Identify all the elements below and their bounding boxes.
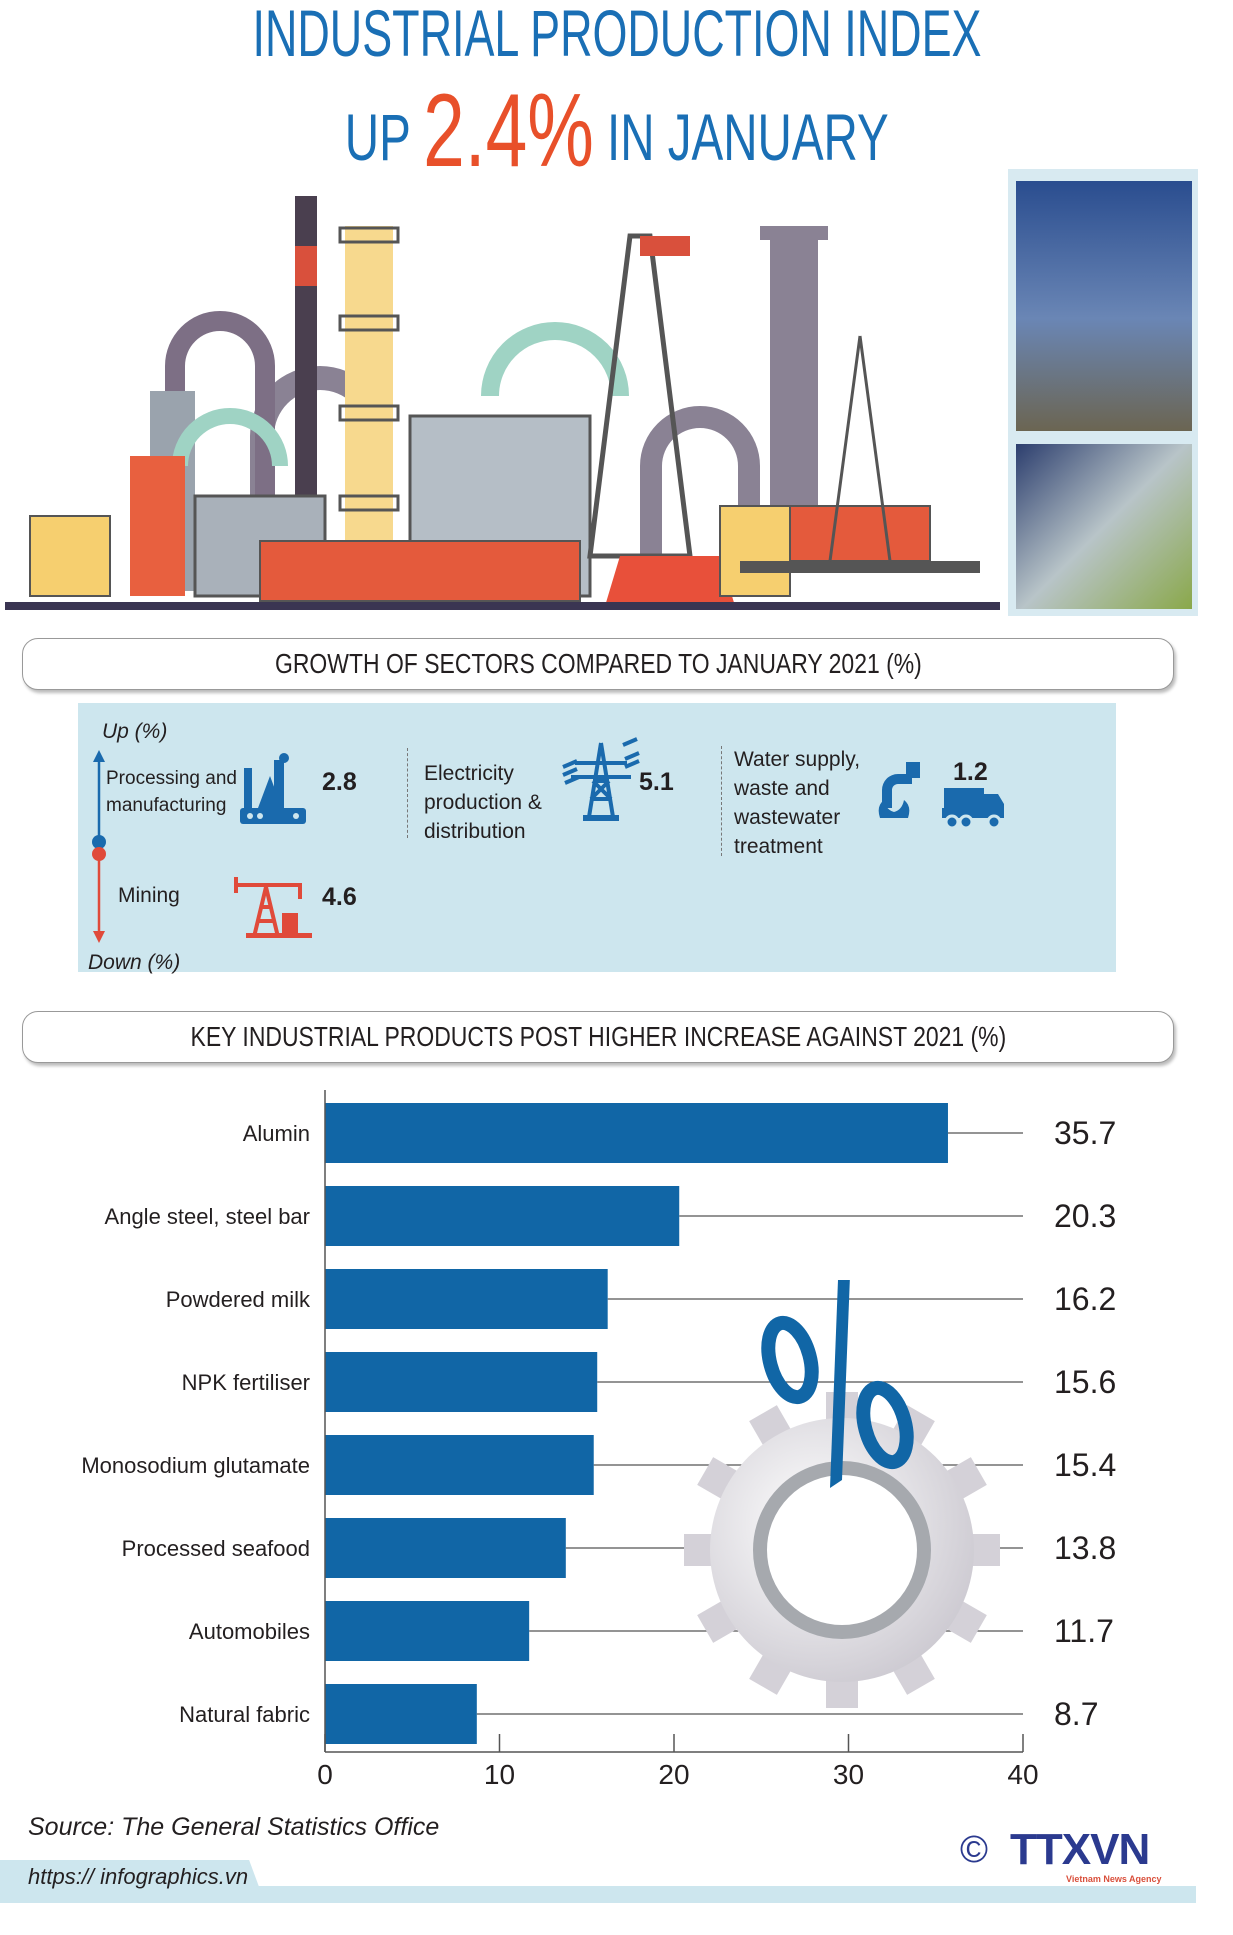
water-tap-truck-icon (878, 762, 1004, 830)
category-label: Processed seafood (122, 1536, 310, 1561)
x-tick-label: 30 (833, 1759, 864, 1790)
bar-chart: Alumin 35.7 Angle steel, steel bar 20.3 Powd… (81, 1090, 1116, 1790)
chimney-platforms (338, 226, 400, 512)
value-label: 11.7 (1054, 1613, 1114, 1649)
sectors-heading-text: GROWTH OF SECTORS COMPARED TO JANUARY 20… (274, 648, 922, 679)
ttxvn-logo: TTXVN (1010, 1825, 1150, 1874)
platform (740, 561, 980, 573)
title-prefix: UP (344, 100, 410, 174)
label-line: waste and (734, 777, 830, 800)
bar (325, 1435, 594, 1495)
category-label: Monosodium glutamate (81, 1453, 310, 1478)
factory-illustration (5, 196, 1000, 610)
separator (407, 748, 408, 838)
green-pipe (481, 322, 629, 397)
x-tick-label: 20 (658, 1759, 689, 1790)
sectors-heading: GROWTH OF SECTORS COMPARED TO JANUARY 20… (22, 638, 1174, 690)
mast (828, 335, 892, 562)
url-tab (0, 1860, 265, 1903)
category-label: Angle steel, steel bar (105, 1204, 310, 1229)
x-tick-label: 0 (317, 1759, 333, 1790)
x-tick-label: 10 (484, 1759, 515, 1790)
ground-line (5, 602, 1000, 610)
source-text: Source: The General Statistics Office (28, 1813, 440, 1841)
green-pipe (172, 408, 288, 467)
bar (325, 1601, 530, 1661)
value-label: 16.2 (1054, 1281, 1116, 1317)
x-tick-label: 40 (1007, 1759, 1038, 1790)
category-label: Natural fabric (179, 1702, 310, 1727)
sector-water-value: 1.2 (953, 758, 988, 786)
sector-mining-label: Mining (118, 881, 180, 910)
bar (325, 1684, 477, 1744)
photo-frame (1008, 169, 1198, 616)
sector-electricity-label: Electricity production & distribution (424, 759, 542, 846)
category-label: Powdered milk (166, 1287, 311, 1312)
value-label: 8.7 (1054, 1696, 1098, 1732)
red-building (259, 540, 581, 602)
headline-value: 2.4% (422, 73, 594, 189)
sector-electricity-value: 5.1 (639, 768, 674, 796)
label-line: Electricity (424, 762, 514, 785)
label-line: Water supply, (734, 748, 861, 771)
bar (325, 1269, 608, 1329)
label-line: wastewater (734, 806, 841, 829)
chimney-band (295, 246, 317, 286)
value-label: 15.6 (1054, 1364, 1116, 1400)
up-down-arrow (92, 750, 106, 943)
bar (325, 1352, 598, 1412)
value-label: 20.3 (1054, 1198, 1116, 1234)
value-label: 15.4 (1054, 1447, 1116, 1483)
bar (325, 1103, 948, 1163)
title-suffix: IN JANUARY (606, 100, 889, 174)
red-block (130, 456, 185, 596)
value-label: 35.7 (1054, 1115, 1116, 1151)
category-label: Alumin (243, 1121, 310, 1146)
gear-percent-illustration (684, 1280, 1000, 1708)
title-line1: INDUSTRIAL PRODUCTION INDEX (252, 0, 981, 70)
value-label: 13.8 (1054, 1530, 1116, 1566)
sector-processing-label: Processing and manufacturing (106, 765, 237, 819)
label-line: distribution (424, 820, 526, 843)
category-label: Automobiles (189, 1619, 310, 1644)
label-line: Mining (118, 884, 180, 907)
label-line: production & (424, 791, 542, 814)
logo-subtext: Vietnam News Agency (1066, 1874, 1162, 1884)
photo-car-factory (1016, 444, 1192, 609)
yellow-tank (719, 505, 791, 597)
chart-title: KEY INDUSTRIAL PRODUCTS POST HIGHER INCR… (190, 1021, 1006, 1052)
footer-band (0, 1886, 1196, 1903)
page-title: INDUSTRIAL PRODUCTION INDEX (0, 0, 1233, 66)
bar (325, 1518, 566, 1578)
red-building (789, 505, 931, 562)
sector-mining-value: 4.6 (322, 883, 357, 911)
power-tower-icon (562, 737, 640, 821)
factory-icon (240, 753, 306, 824)
sectors-panel (78, 703, 1116, 972)
derrick-band (640, 236, 690, 256)
category-label: NPK fertiliser (182, 1370, 310, 1395)
oil-pump-icon (234, 877, 312, 938)
yellow-tank (29, 515, 111, 597)
copyright-icon: © (960, 1829, 988, 1871)
url-link[interactable]: https:// infographics.vn (28, 1864, 249, 1889)
down-label: Down (%) (88, 951, 181, 974)
label-line: treatment (734, 835, 823, 858)
up-label: Up (%) (102, 720, 168, 743)
page-subtitle: UP 2.4% IN JANUARY (0, 72, 1233, 191)
chimney-yellow (345, 226, 393, 596)
sector-water-label: Water supply, waste and wastewater treat… (734, 745, 860, 861)
derrick-base (605, 556, 735, 606)
photo-power-station (1016, 181, 1192, 431)
sector-processing-value: 2.8 (322, 768, 357, 796)
label-line: manufacturing (106, 795, 227, 816)
bar (325, 1186, 680, 1246)
label-line: Processing and (106, 768, 237, 789)
percent-icon (761, 1280, 914, 1488)
separator (721, 746, 722, 856)
chart-heading: KEY INDUSTRIAL PRODUCTS POST HIGHER INCR… (22, 1011, 1174, 1063)
